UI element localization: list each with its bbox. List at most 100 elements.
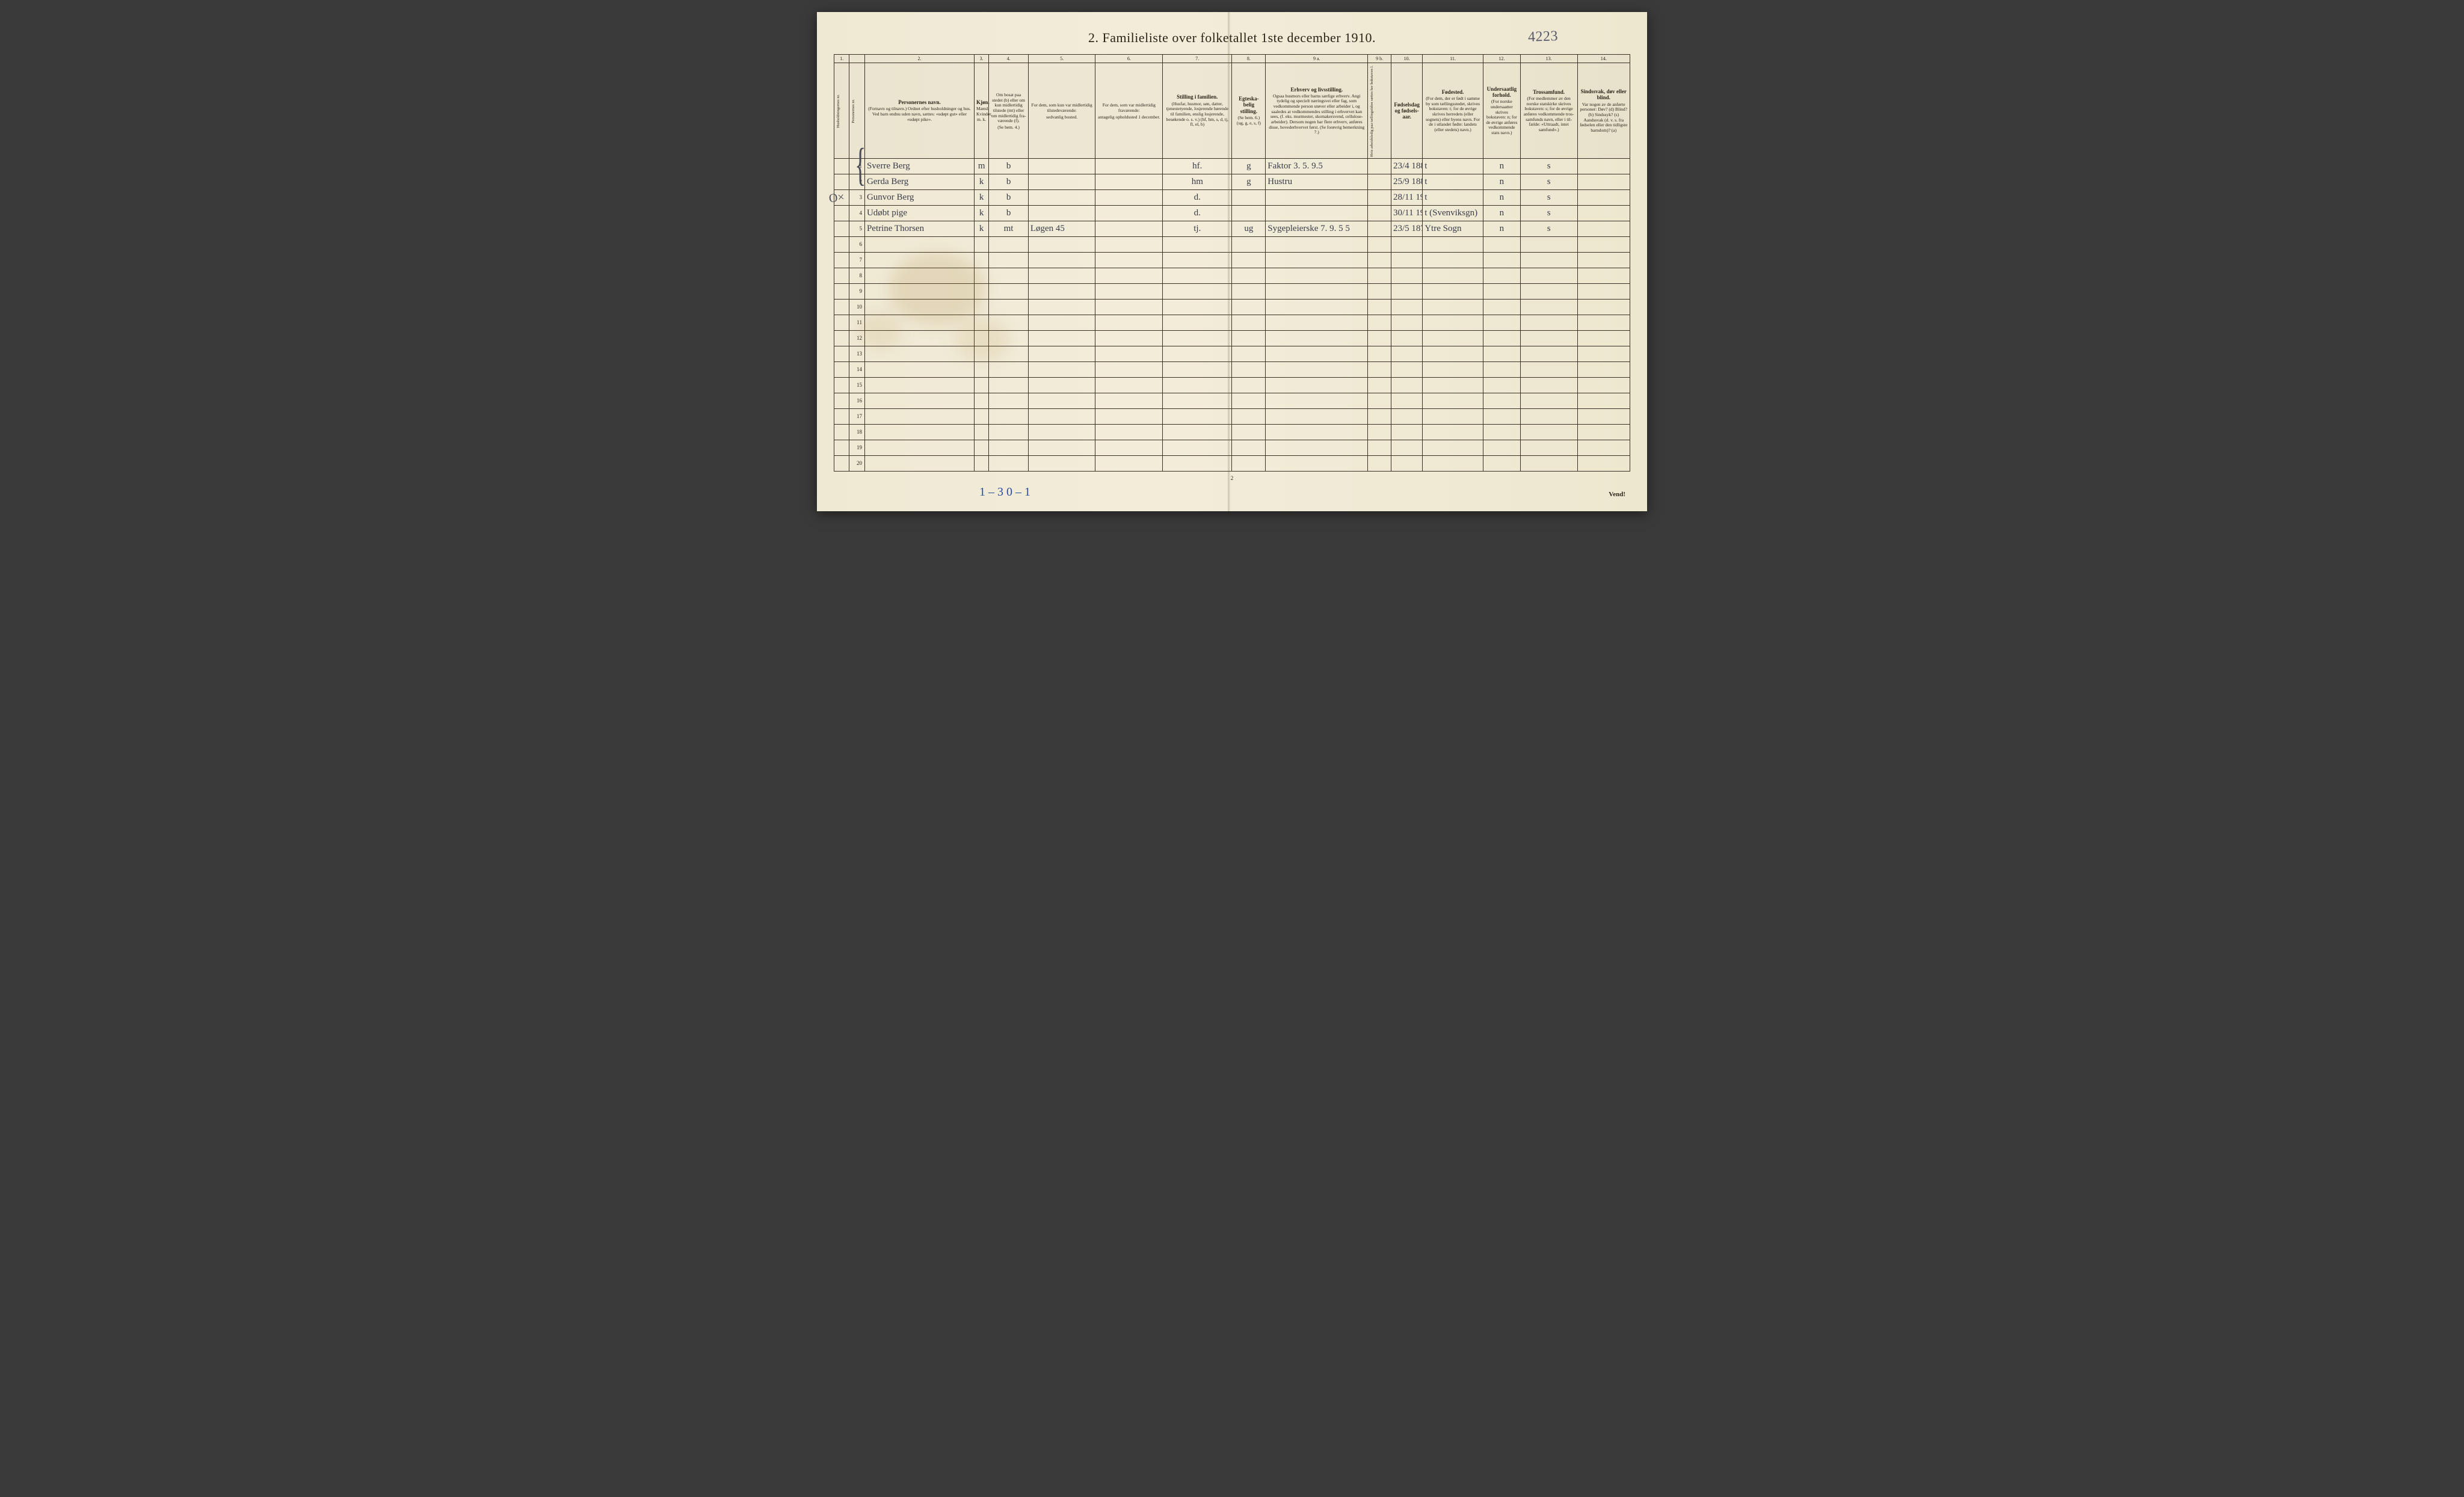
hdr-birthplace: Fødested.(For dem, der er født i samme b… <box>1423 63 1483 159</box>
cell-unemployed <box>1368 206 1391 221</box>
cell-marital <box>1232 331 1266 346</box>
cell-name <box>864 253 974 268</box>
column-number: 7. <box>1163 55 1232 63</box>
cell-household-no <box>834 378 849 393</box>
cell-sex <box>975 378 989 393</box>
cell-occupation <box>1266 268 1368 284</box>
cell-unemployed <box>1368 237 1391 253</box>
cell-family-position <box>1163 378 1232 393</box>
table-row: 11 <box>834 315 1630 331</box>
cell-nationality <box>1483 315 1520 331</box>
cell-unemployed <box>1368 268 1391 284</box>
column-number-row: 1.2.3.4.5.6.7.8.9 a.9 b.10.11.12.13.14. <box>834 55 1630 63</box>
cell-person-no: 12 <box>849 331 864 346</box>
cell-birthplace <box>1423 409 1483 425</box>
cell-name <box>864 300 974 315</box>
cell-person-no: 13 <box>849 346 864 362</box>
cell-sex <box>975 409 989 425</box>
cell-disability <box>1577 331 1630 346</box>
cell-nationality <box>1483 237 1520 253</box>
cell-marital <box>1232 362 1266 378</box>
cell-religion <box>1520 393 1577 409</box>
cell-occupation <box>1266 425 1368 440</box>
cell-unemployed <box>1368 440 1391 456</box>
cell-religion <box>1520 331 1577 346</box>
cell-nationality <box>1483 300 1520 315</box>
cell-family-position: tj. <box>1163 221 1232 237</box>
cell-occupation <box>1266 284 1368 300</box>
column-number: 1. <box>834 55 849 63</box>
cell-person-no: 5 <box>849 221 864 237</box>
cell-birthplace <box>1423 456 1483 472</box>
cell-temp-present <box>1028 206 1095 221</box>
cell-disability <box>1577 393 1630 409</box>
cell-disability <box>1577 284 1630 300</box>
cell-birthplace <box>1423 315 1483 331</box>
cell-sex: k <box>975 174 989 190</box>
cell-household-no <box>834 315 849 331</box>
cell-household-no <box>834 346 849 362</box>
cell-birthplace: Ytre Sogn <box>1423 221 1483 237</box>
cell-marital <box>1232 315 1266 331</box>
cell-temp-absent <box>1095 440 1163 456</box>
cell-person-no: 16 <box>849 393 864 409</box>
cell-birthdate: 30/11 1910 <box>1391 206 1423 221</box>
cell-disability <box>1577 253 1630 268</box>
cell-birthplace: t <box>1423 190 1483 206</box>
cell-birthplace <box>1423 393 1483 409</box>
cell-occupation <box>1266 362 1368 378</box>
cell-temp-absent <box>1095 300 1163 315</box>
cell-disability <box>1577 190 1630 206</box>
cell-marital <box>1232 440 1266 456</box>
cell-disability <box>1577 268 1630 284</box>
cell-name: Gunvor Berg <box>864 190 974 206</box>
cell-marital <box>1232 409 1266 425</box>
cell-household-no <box>834 409 849 425</box>
cell-unemployed <box>1368 253 1391 268</box>
cell-birthdate <box>1391 393 1423 409</box>
cell-sex: k <box>975 221 989 237</box>
cell-household-no <box>834 174 849 190</box>
cell-family-position: d. <box>1163 190 1232 206</box>
cell-nationality <box>1483 409 1520 425</box>
cell-temp-absent <box>1095 284 1163 300</box>
cell-birthplace <box>1423 440 1483 456</box>
column-header-row: Husholdningernes nr. Personernes nr. Per… <box>834 63 1630 159</box>
column-number: 11. <box>1423 55 1483 63</box>
cell-marital <box>1232 268 1266 284</box>
hdr-nationality: Undersaatlig forhold.(For norske under­s… <box>1483 63 1520 159</box>
cell-disability <box>1577 206 1630 221</box>
cell-person-no: 3 <box>849 190 864 206</box>
cell-religion <box>1520 456 1577 472</box>
column-number: 10. <box>1391 55 1423 63</box>
cell-sex <box>975 425 989 440</box>
cell-name: Udøbt pige <box>864 206 974 221</box>
cell-sex <box>975 331 989 346</box>
cell-family-position <box>1163 346 1232 362</box>
census-page: { O× 2. Familieliste over folketallet 1s… <box>817 12 1647 511</box>
cell-family-position <box>1163 425 1232 440</box>
cell-name: Sverre Berg <box>864 159 974 174</box>
cell-name <box>864 456 974 472</box>
cell-nationality <box>1483 425 1520 440</box>
cell-person-no: 18 <box>849 425 864 440</box>
cell-household-no <box>834 206 849 221</box>
hdr-birthdate: Fødsels­dag og fødsels­aar. <box>1391 63 1423 159</box>
table-row: 7 <box>834 253 1630 268</box>
cell-family-position: d. <box>1163 206 1232 221</box>
cell-birthdate <box>1391 456 1423 472</box>
cell-religion <box>1520 315 1577 331</box>
cell-unemployed <box>1368 425 1391 440</box>
cell-disability <box>1577 174 1630 190</box>
cell-marital <box>1232 456 1266 472</box>
column-number: 13. <box>1520 55 1577 63</box>
cell-name <box>864 393 974 409</box>
cell-household-no <box>834 456 849 472</box>
table-row: 18 <box>834 425 1630 440</box>
table-row: 3Gunvor Bergkbd.28/11 1908tns <box>834 190 1630 206</box>
cell-occupation <box>1266 315 1368 331</box>
cell-residence: b <box>989 190 1029 206</box>
cell-family-position <box>1163 253 1232 268</box>
cell-disability <box>1577 456 1630 472</box>
cell-temp-present <box>1028 159 1095 174</box>
